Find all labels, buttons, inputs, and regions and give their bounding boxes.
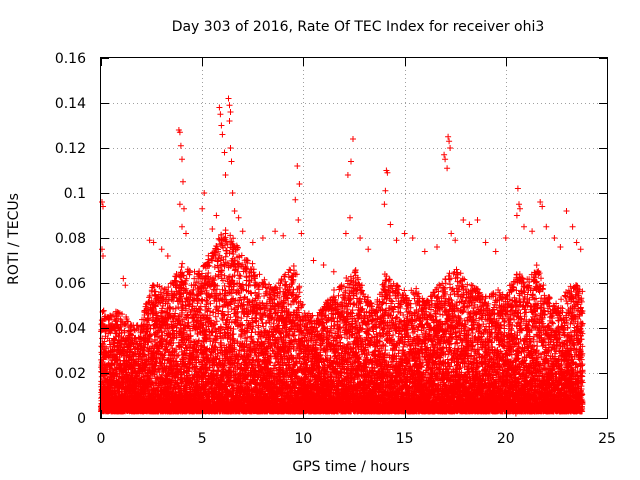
data-point (101, 308, 107, 314)
data-point (179, 264, 185, 270)
chart-title: Day 303 of 2016, Rate Of TEC Index for r… (172, 19, 545, 35)
roti-scatter-chart: Day 303 of 2016, Rate Of TEC Index for r… (0, 0, 640, 480)
data-points (98, 96, 586, 417)
data-point (179, 261, 185, 267)
